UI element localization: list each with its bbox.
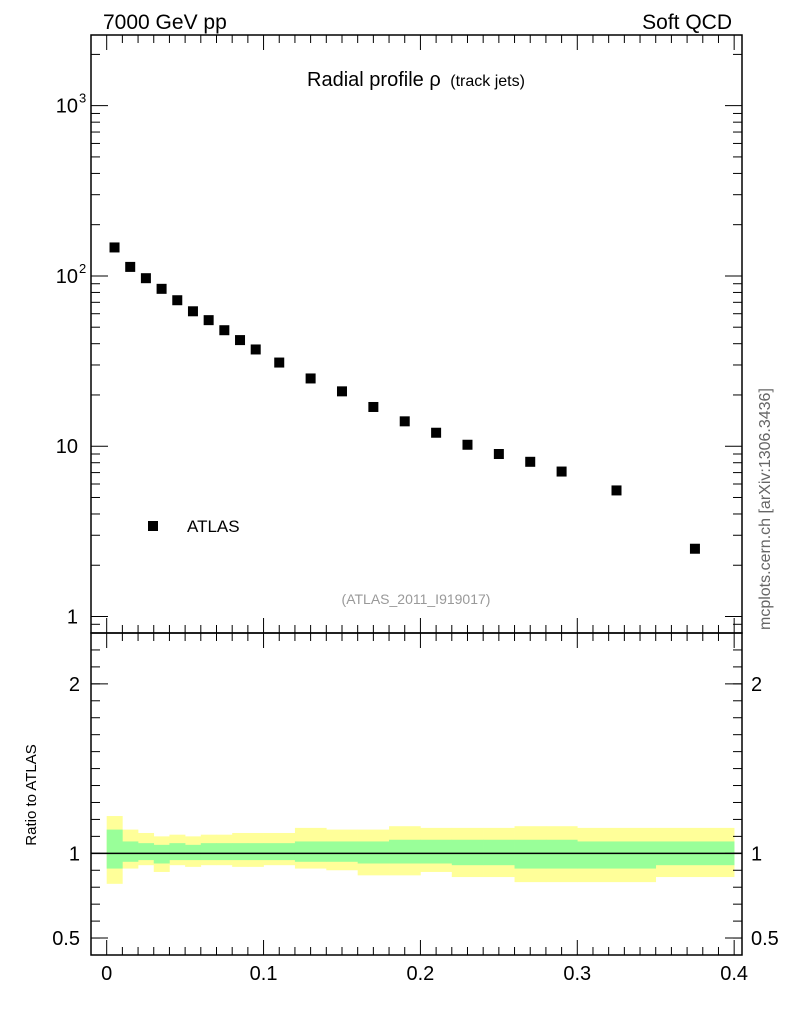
x-tick-label: 0 — [101, 963, 112, 985]
data-point — [556, 466, 567, 477]
chart-title: Radial profile ρ (track jets) — [307, 69, 525, 91]
data-point — [109, 242, 120, 253]
band-1-bin-15 — [420, 839, 453, 864]
data-point — [493, 449, 504, 460]
data-point — [431, 427, 442, 438]
main-y-tick-label: 10 — [56, 266, 78, 288]
data-point — [172, 295, 183, 306]
band-1-bin-2 — [138, 843, 155, 861]
ratio-y-tick-label-right: 2 — [751, 674, 762, 696]
data-point — [336, 386, 347, 397]
band-1-bin-8 — [232, 843, 249, 861]
band-1-bin-9 — [247, 843, 264, 861]
ratio-panel-frame — [90, 632, 743, 956]
band-1-bin-3 — [153, 844, 170, 864]
data-point — [462, 439, 473, 450]
main-y-tick-label: 10 — [56, 96, 78, 118]
data-point — [250, 344, 261, 355]
data-point — [305, 373, 316, 384]
band-1-bin-20 — [577, 841, 657, 869]
ratio-y-tick-label-right: 1 — [751, 843, 762, 865]
chart-title-main: Radial profile ρ — [307, 69, 441, 91]
ratio-y-tick-label-left: 2 — [69, 674, 80, 696]
data-point — [689, 543, 700, 554]
legend: ATLAS — [148, 517, 240, 536]
ratio-y-tick-label-left: 0.5 — [52, 928, 80, 950]
band-1-bin-13 — [357, 841, 390, 864]
data-point — [203, 315, 214, 326]
band-1-bin-12 — [326, 841, 358, 862]
chart-title-suffix: (track jets) — [450, 73, 525, 90]
x-tick-label: 0.1 — [250, 963, 278, 985]
band-1-bin-4 — [169, 843, 186, 861]
data-point — [140, 273, 151, 284]
data-point — [525, 456, 536, 467]
data-point — [156, 283, 167, 294]
x-tick-label: 0.3 — [563, 963, 591, 985]
legend-label: ATLAS — [187, 517, 240, 536]
band-1-bin-11 — [294, 841, 327, 862]
data-point — [274, 357, 285, 368]
data-point — [368, 401, 379, 412]
data-point — [219, 325, 230, 336]
main-y-tick-exponent: 2 — [79, 261, 86, 276]
header-energy-label: 7000 GeV pp — [103, 11, 227, 34]
main-y-tick-exponent: 3 — [79, 91, 86, 106]
band-1-bin-17 — [483, 839, 515, 866]
data-point — [187, 306, 198, 317]
data-point — [611, 485, 622, 496]
band-1-bin-0 — [106, 829, 123, 869]
data-point — [235, 335, 246, 346]
band-1-bin-10 — [263, 843, 296, 861]
main-y-tick-label: 10 — [56, 436, 78, 458]
reference-label: (ATLAS_2011_I919017) — [342, 591, 491, 607]
band-1-bin-18 — [514, 839, 547, 869]
x-tick-label: 0.2 — [407, 963, 435, 985]
legend-marker — [148, 521, 158, 531]
band-1-bin-16 — [451, 839, 484, 866]
data-point — [125, 261, 136, 272]
band-1-bin-5 — [185, 844, 202, 861]
band-1-bin-14 — [389, 839, 421, 864]
data-point — [399, 416, 410, 427]
ratio-y-tick-label-left: 1 — [69, 843, 80, 865]
band-1-bin-19 — [545, 839, 578, 869]
ratio-y-axis-label: Ratio to ATLAS — [23, 744, 40, 845]
main-panel-frame — [90, 34, 743, 634]
x-tick-label: 0.4 — [720, 963, 748, 985]
band-1-bin-1 — [122, 841, 139, 862]
ratio-y-tick-label-right: 0.5 — [751, 928, 779, 950]
header-category-label: Soft QCD — [642, 11, 732, 34]
band-1-bin-7 — [216, 843, 233, 861]
main-y-tick-label: 1 — [67, 606, 78, 628]
main-points — [109, 242, 700, 554]
ratio-axes: 0 0.1 0.2 0.3 0.40.5 0.51 12 2 — [52, 35, 779, 985]
ratio-bands — [106, 816, 735, 884]
band-1-bin-6 — [200, 843, 217, 861]
